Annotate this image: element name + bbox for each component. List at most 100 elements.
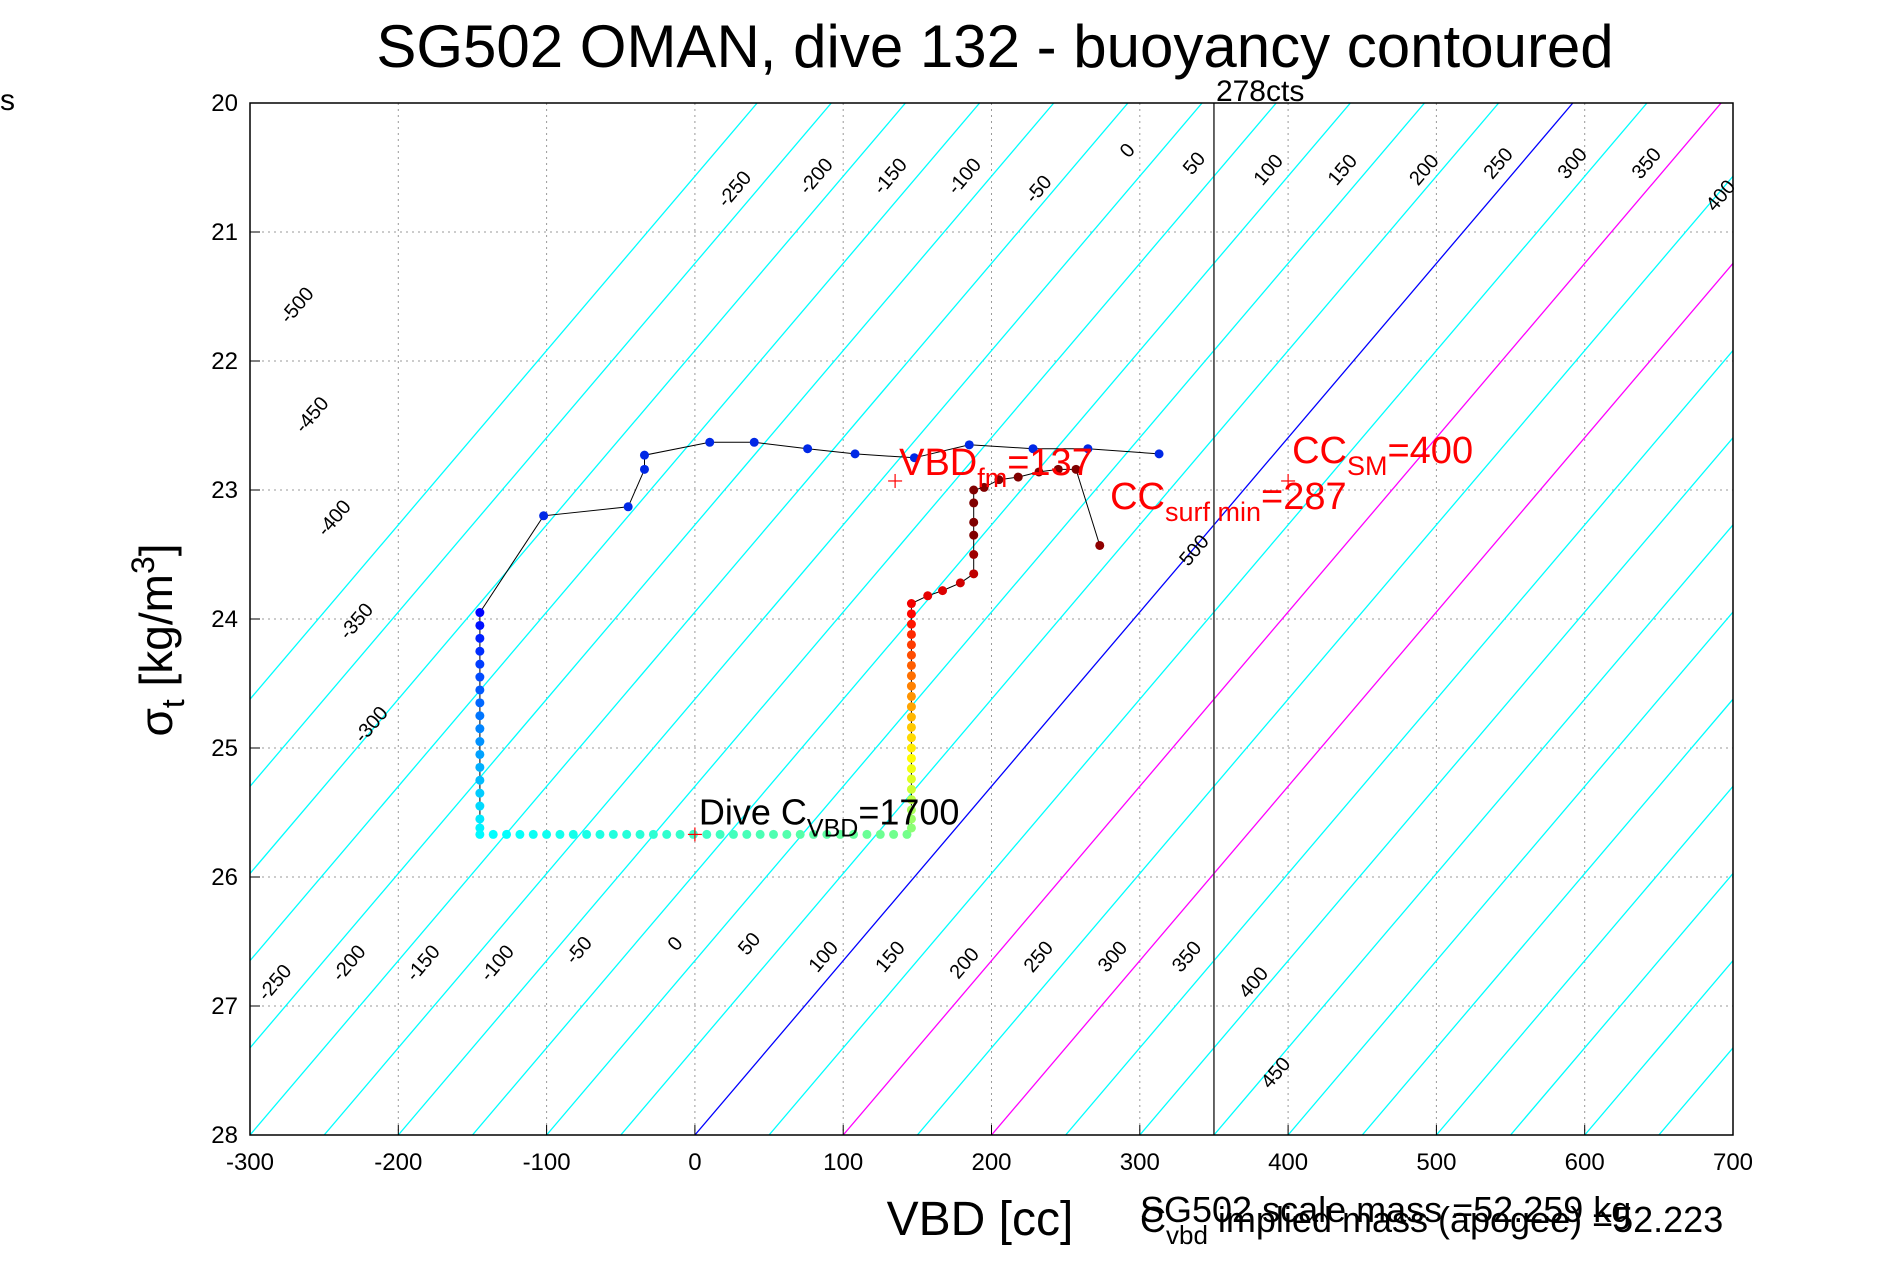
climb-point — [906, 599, 916, 609]
climb-point — [906, 691, 916, 701]
x-tick-label: 700 — [1713, 1149, 1753, 1176]
dive-point — [648, 829, 658, 839]
dive-point — [715, 829, 725, 839]
dive-point — [555, 829, 565, 839]
y-axis-label-sup: 3 — [125, 556, 161, 574]
contour-line — [1287, 611, 1733, 1135]
y-tick-label: 23 — [211, 477, 238, 504]
dive-point — [742, 829, 752, 839]
contour-line — [1807, 103, 1891, 1135]
climb-point — [1034, 467, 1044, 477]
dive-point — [639, 450, 649, 460]
corner-label: s — [0, 84, 15, 117]
dive-point — [902, 829, 912, 839]
climb-point — [969, 498, 979, 508]
contour-line — [1510, 872, 1733, 1135]
vbd-fm-label-main: VBD — [899, 442, 977, 484]
dive-cvbd-label-sub: VBD — [807, 814, 858, 842]
contour-line — [1584, 959, 1733, 1135]
climb-point — [906, 814, 916, 824]
dive-point — [635, 829, 645, 839]
dive-point — [475, 633, 485, 643]
dive-point — [488, 829, 498, 839]
y-tick-label: 20 — [211, 90, 238, 117]
climb-point — [906, 743, 916, 753]
dive-point — [475, 672, 485, 682]
cc-sm-label-sub: SM — [1347, 451, 1388, 481]
contour-line — [842, 103, 1722, 1135]
contour-line — [323, 103, 1203, 1135]
contour-line — [620, 103, 1500, 1135]
climb-point — [906, 795, 916, 805]
climb-point — [906, 712, 916, 722]
dive-point — [1028, 444, 1038, 454]
x-axis-label: VBD [cc] — [887, 1193, 1074, 1246]
contour-line — [1881, 103, 1891, 1135]
x-tick-label: 100 — [823, 1149, 863, 1176]
chart-title: SG502 OMAN, dive 132 - buoyancy contoure… — [376, 13, 1613, 80]
climb-point — [906, 774, 916, 784]
contour-line — [1732, 1133, 1733, 1135]
contour-line — [1361, 698, 1733, 1135]
dive-point — [803, 444, 813, 454]
dive-cvbd-label: Dive CVBD=1700 — [699, 791, 960, 842]
climb-point — [906, 733, 916, 743]
climb-point — [979, 482, 989, 492]
climb-point — [906, 671, 916, 681]
y-axis-label: σt [kg/m3] — [125, 543, 191, 736]
climb-point — [955, 578, 965, 588]
dive-point — [539, 511, 549, 521]
climb-point — [969, 485, 979, 495]
dive-point — [475, 749, 485, 759]
dive-point — [475, 659, 485, 669]
dive-point — [675, 829, 685, 839]
climb-point — [906, 660, 916, 670]
contour-line — [250, 103, 1129, 1135]
contour-line — [1139, 436, 1733, 1135]
implied-mass-sub: vbd — [1166, 1220, 1208, 1250]
dive-point — [475, 737, 485, 747]
dive-point — [755, 829, 765, 839]
climb-point — [906, 764, 916, 774]
y-tick-label: 24 — [211, 606, 238, 633]
climb-point — [923, 591, 933, 601]
cc-surf-min-label-tail: =287 — [1261, 476, 1347, 518]
climb-point — [906, 629, 916, 639]
dive-cvbd-label-tail: =1700 — [858, 791, 959, 832]
x-tick-label: -100 — [523, 1149, 571, 1176]
contour-line — [1213, 523, 1733, 1135]
y-tick-labels: 20 21 22 23 24 25 26 27 28 — [211, 90, 260, 1149]
dive-point — [475, 829, 485, 839]
contour-line — [1065, 349, 1733, 1135]
x-tick-label: 400 — [1268, 1149, 1308, 1176]
climb-point — [906, 805, 916, 815]
vbd-fm-label-tail: =137 — [1007, 442, 1093, 484]
contour-line — [250, 103, 1055, 1049]
climb-point — [1095, 540, 1105, 550]
dive-point — [502, 829, 512, 839]
dive-point — [850, 449, 860, 459]
dive-point — [768, 829, 778, 839]
contour-line — [1435, 785, 1733, 1135]
cc-sm-label-main: CC — [1292, 430, 1347, 472]
contour-line — [916, 175, 1733, 1135]
dive-point — [475, 620, 485, 630]
dive-point — [568, 829, 578, 839]
implied-mass-main: C — [1140, 1199, 1166, 1240]
dive-point — [595, 829, 605, 839]
dive-point — [862, 829, 872, 839]
dive-point — [705, 437, 715, 447]
dive-point — [475, 711, 485, 721]
climb-point — [969, 517, 979, 527]
x-tick-label: -300 — [226, 1149, 274, 1176]
dive-point — [515, 829, 525, 839]
dive-point — [822, 829, 832, 839]
climb-point — [906, 681, 916, 691]
dive-point — [622, 829, 632, 839]
dive-point — [623, 502, 633, 512]
dive-cvbd-label-main: Dive C — [699, 791, 807, 832]
implied-mass-tail: implied mass (apogee) =52.223 — [1208, 1199, 1723, 1240]
dive-point — [1154, 449, 1164, 459]
contour-line — [694, 103, 1574, 1135]
data-points — [475, 437, 1164, 839]
